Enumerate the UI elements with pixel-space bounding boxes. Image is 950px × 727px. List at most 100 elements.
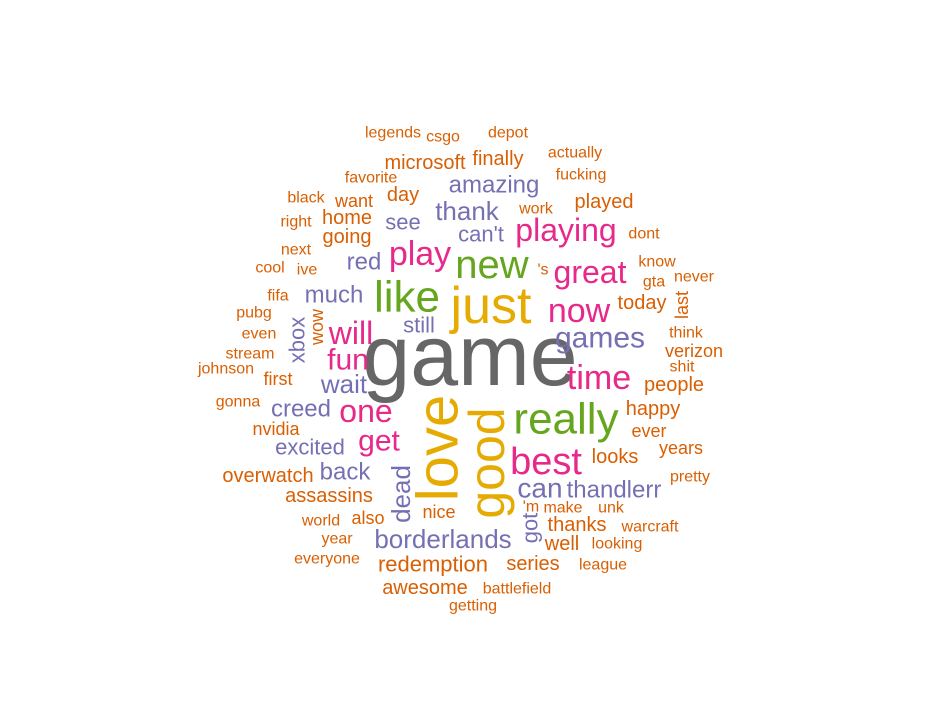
word-still: still bbox=[403, 313, 435, 338]
word-good: good bbox=[459, 407, 515, 518]
word-nice: nice bbox=[422, 502, 455, 522]
word-love: love bbox=[406, 395, 471, 501]
word-time: time bbox=[567, 359, 631, 397]
word-favorite: favorite bbox=[345, 170, 398, 187]
word-like: like bbox=[374, 273, 440, 322]
word-fun: fun bbox=[327, 344, 369, 377]
word-well: well bbox=[544, 533, 579, 555]
word-now: now bbox=[548, 292, 611, 330]
word-finally: finally bbox=[472, 148, 523, 170]
word-going: going bbox=[323, 226, 372, 248]
word-game: game bbox=[362, 308, 577, 404]
word-get: get bbox=[358, 425, 400, 458]
word-battlefield: battlefield bbox=[483, 581, 552, 598]
word-happy: happy bbox=[626, 398, 681, 420]
word-games: games bbox=[555, 322, 645, 355]
word-played: played bbox=[575, 191, 634, 213]
word-pubg: pubg bbox=[236, 305, 272, 322]
word-great: great bbox=[554, 254, 627, 290]
word-dead: dead bbox=[386, 465, 416, 523]
word-can-t: can't bbox=[458, 222, 504, 247]
word-microsoft: microsoft bbox=[384, 152, 466, 174]
word-s: 's bbox=[537, 262, 548, 279]
word-people: people bbox=[644, 374, 704, 396]
word-make: make bbox=[543, 500, 582, 517]
word-world: world bbox=[301, 513, 340, 530]
word-want: want bbox=[334, 191, 373, 211]
word-right: right bbox=[280, 214, 312, 231]
word-black: black bbox=[287, 190, 325, 207]
word-ever: ever bbox=[631, 421, 666, 441]
word-new: new bbox=[455, 243, 528, 287]
word-csgo: csgo bbox=[426, 129, 460, 146]
word-warcraft: warcraft bbox=[621, 519, 679, 536]
word-series: series bbox=[506, 553, 559, 575]
word-borderlands: borderlands bbox=[374, 524, 511, 554]
word-m: 'm bbox=[523, 499, 539, 516]
word-redemption: redemption bbox=[378, 552, 488, 577]
word-johnson: johnson bbox=[197, 361, 254, 378]
word-last: last bbox=[672, 291, 692, 319]
word-gonna: gonna bbox=[216, 394, 261, 411]
word-thanks: thanks bbox=[548, 514, 607, 536]
word-legends: legends bbox=[365, 125, 421, 142]
word-next: next bbox=[281, 242, 312, 259]
word-back: back bbox=[320, 459, 372, 486]
word-see: see bbox=[385, 210, 420, 235]
word-home: home bbox=[322, 207, 372, 229]
word-best: best bbox=[510, 441, 582, 483]
word-year: year bbox=[321, 531, 353, 548]
word-got: got bbox=[518, 513, 543, 544]
word-also: also bbox=[351, 508, 384, 528]
word-thank: thank bbox=[435, 196, 500, 226]
word-playing: playing bbox=[515, 212, 616, 248]
word-actually: actually bbox=[548, 145, 602, 162]
word-getting: getting bbox=[449, 598, 497, 615]
word-shit: shit bbox=[670, 359, 695, 376]
word-red: red bbox=[347, 249, 382, 276]
word-stream: stream bbox=[226, 346, 275, 363]
word-know: know bbox=[638, 254, 676, 271]
word-will: will bbox=[328, 315, 373, 351]
word-just: just bbox=[449, 277, 532, 335]
word-really: really bbox=[513, 395, 618, 444]
word-fucking: fucking bbox=[556, 167, 607, 184]
word-first: first bbox=[264, 369, 293, 389]
word-wait: wait bbox=[320, 369, 368, 399]
word-excited: excited bbox=[275, 435, 345, 460]
word-gta: gta bbox=[643, 274, 665, 291]
word-dont: dont bbox=[628, 226, 660, 243]
word-awesome: awesome bbox=[382, 577, 468, 599]
word-looks: looks bbox=[592, 446, 639, 468]
word-one: one bbox=[339, 393, 392, 429]
word-wow: wow bbox=[307, 308, 327, 346]
word-assassins: assassins bbox=[285, 485, 373, 507]
word-looking: looking bbox=[592, 536, 643, 553]
word-fifa: fifa bbox=[267, 288, 288, 305]
word-everyone: everyone bbox=[294, 551, 360, 568]
word-amazing: amazing bbox=[449, 172, 540, 199]
word-xbox: xbox bbox=[285, 317, 310, 363]
word-league: league bbox=[579, 557, 627, 574]
word-creed: creed bbox=[271, 396, 331, 423]
word-verizon: verizon bbox=[665, 341, 723, 361]
word-even: even bbox=[242, 326, 277, 343]
word-today: today bbox=[618, 292, 667, 314]
word-play: play bbox=[389, 235, 451, 273]
word-ive: ive bbox=[297, 262, 318, 279]
word-work: work bbox=[518, 201, 554, 218]
word-thandlerr: thandlerr bbox=[567, 477, 662, 504]
word-pretty: pretty bbox=[670, 469, 710, 486]
word-unk: unk bbox=[598, 500, 625, 517]
word-day: day bbox=[387, 184, 419, 206]
word-nvidia: nvidia bbox=[252, 419, 300, 439]
word-much: much bbox=[305, 282, 364, 309]
word-think: think bbox=[669, 325, 704, 342]
word-never: never bbox=[674, 269, 715, 286]
word-depot: depot bbox=[488, 125, 529, 142]
word-cool: cool bbox=[255, 260, 284, 277]
word-overwatch: overwatch bbox=[222, 465, 313, 487]
word-can: can bbox=[517, 473, 562, 504]
word-years: years bbox=[659, 438, 703, 458]
